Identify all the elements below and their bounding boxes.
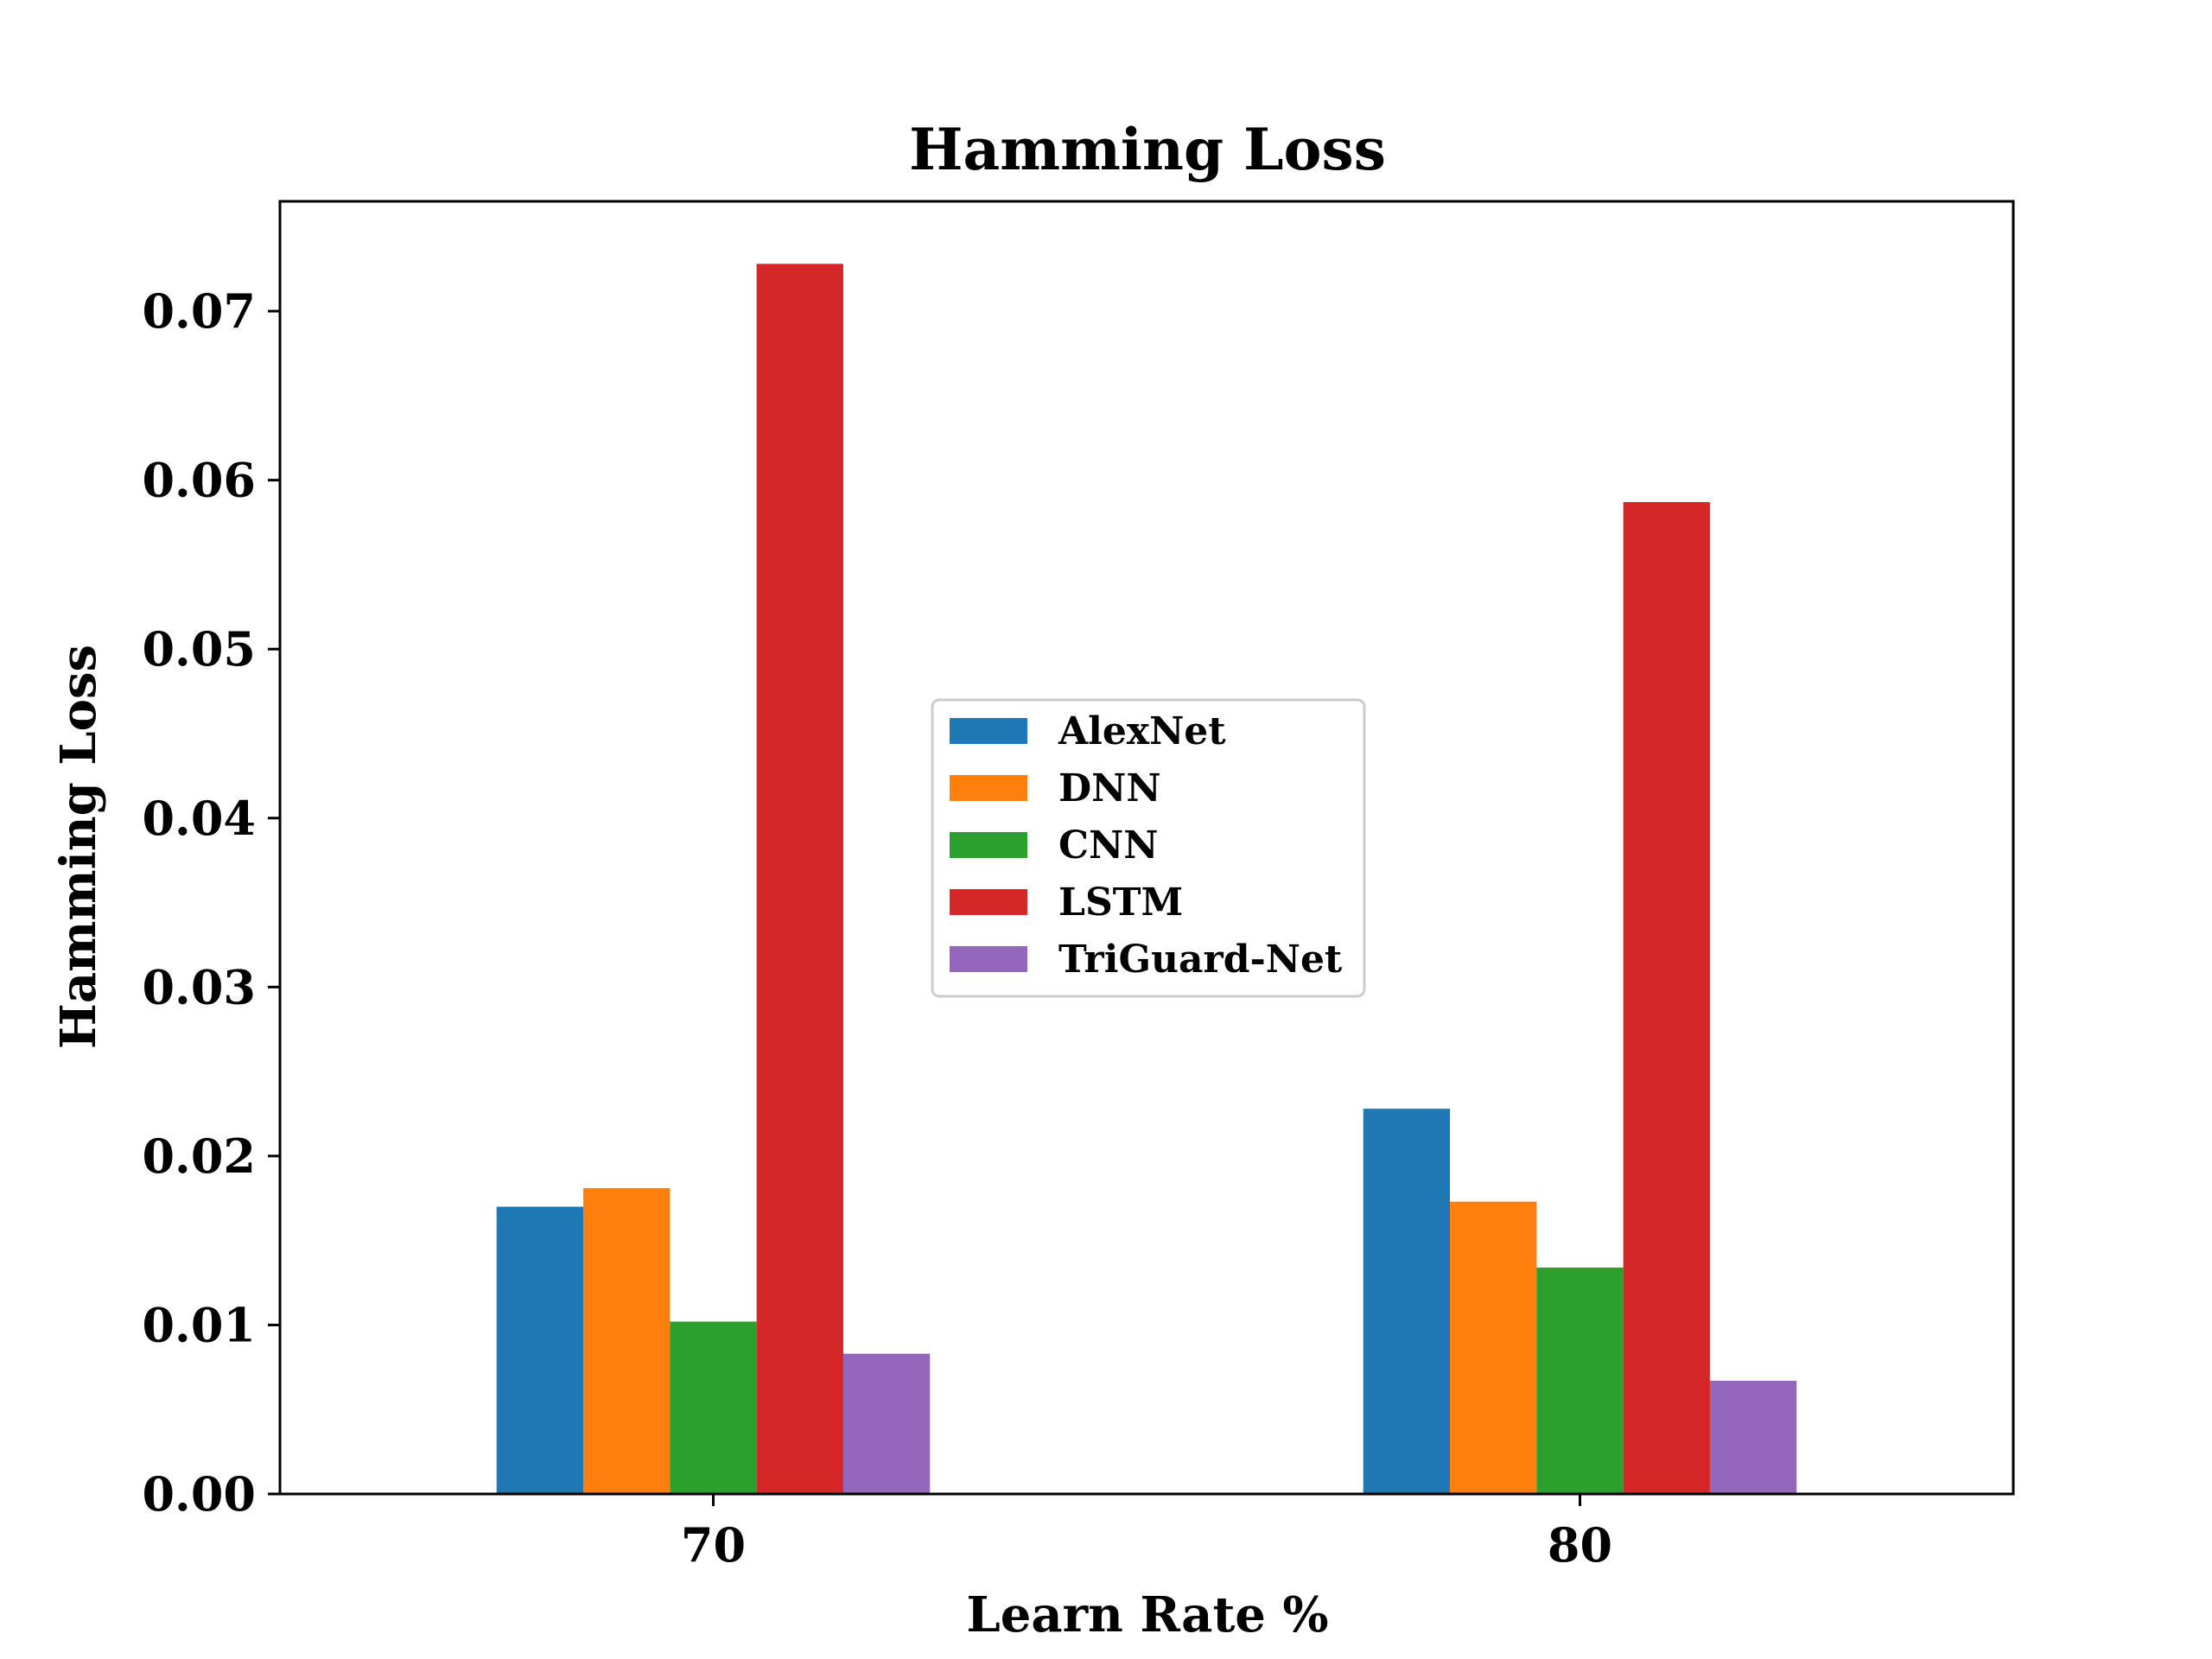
bar-triguard-net-80 — [1709, 1380, 1797, 1494]
y-tick-label: 0.05 — [142, 621, 256, 677]
legend-swatch-lstm — [950, 889, 1027, 915]
bar-dnn-70 — [583, 1188, 671, 1494]
chart-title: Hamming Loss — [909, 116, 1386, 183]
x-axis-label: Learn Rate % — [966, 1586, 1328, 1643]
x-tick-label: 80 — [1548, 1517, 1612, 1573]
bar-cnn-80 — [1536, 1267, 1624, 1494]
legend-label-triguard-net: TriGuard-Net — [1058, 938, 1343, 982]
legend-label-alexnet: AlexNet — [1058, 709, 1226, 753]
bar-dnn-80 — [1450, 1201, 1537, 1494]
y-axis-ticks: 0.00 0.01 0.02 0.03 0.04 0.05 0.06 0.07 — [142, 283, 280, 1522]
bar-triguard-net-70 — [842, 1353, 931, 1494]
legend-swatch-triguard-net — [950, 946, 1027, 972]
legend-swatch-dnn — [950, 775, 1027, 801]
bar-cnn-70 — [670, 1321, 757, 1494]
y-tick-label: 0.01 — [142, 1297, 256, 1352]
legend-swatch-alexnet — [950, 718, 1027, 744]
y-tick-label: 0.04 — [142, 791, 256, 846]
plot-frame — [278, 200, 2015, 1496]
y-tick-label: 0.06 — [142, 453, 256, 508]
bar-alexnet-70 — [496, 1206, 584, 1494]
y-tick-label: 0.03 — [142, 959, 256, 1014]
x-tick-label: 70 — [681, 1517, 746, 1573]
bars-group — [496, 264, 1797, 1494]
y-tick-label: 0.07 — [142, 283, 256, 339]
legend-swatch-cnn — [950, 832, 1027, 858]
y-tick-label: 0.00 — [142, 1466, 256, 1522]
legend-label-dnn: DNN — [1058, 766, 1161, 810]
legend: AlexNet DNN CNN LSTM TriGuard-Net — [931, 698, 1366, 998]
y-axis-label: Hamming Loss — [50, 645, 107, 1049]
legend-box — [931, 698, 1366, 998]
y-tick-label: 0.02 — [142, 1128, 256, 1184]
legend-label-cnn: CNN — [1058, 823, 1158, 868]
bar-lstm-80 — [1623, 502, 1710, 1494]
bar-lstm-70 — [756, 264, 843, 1494]
legend-label-lstm: LSTM — [1058, 880, 1183, 925]
x-axis-ticks: 70 80 — [681, 1494, 1612, 1573]
bar-alexnet-80 — [1363, 1109, 1451, 1494]
